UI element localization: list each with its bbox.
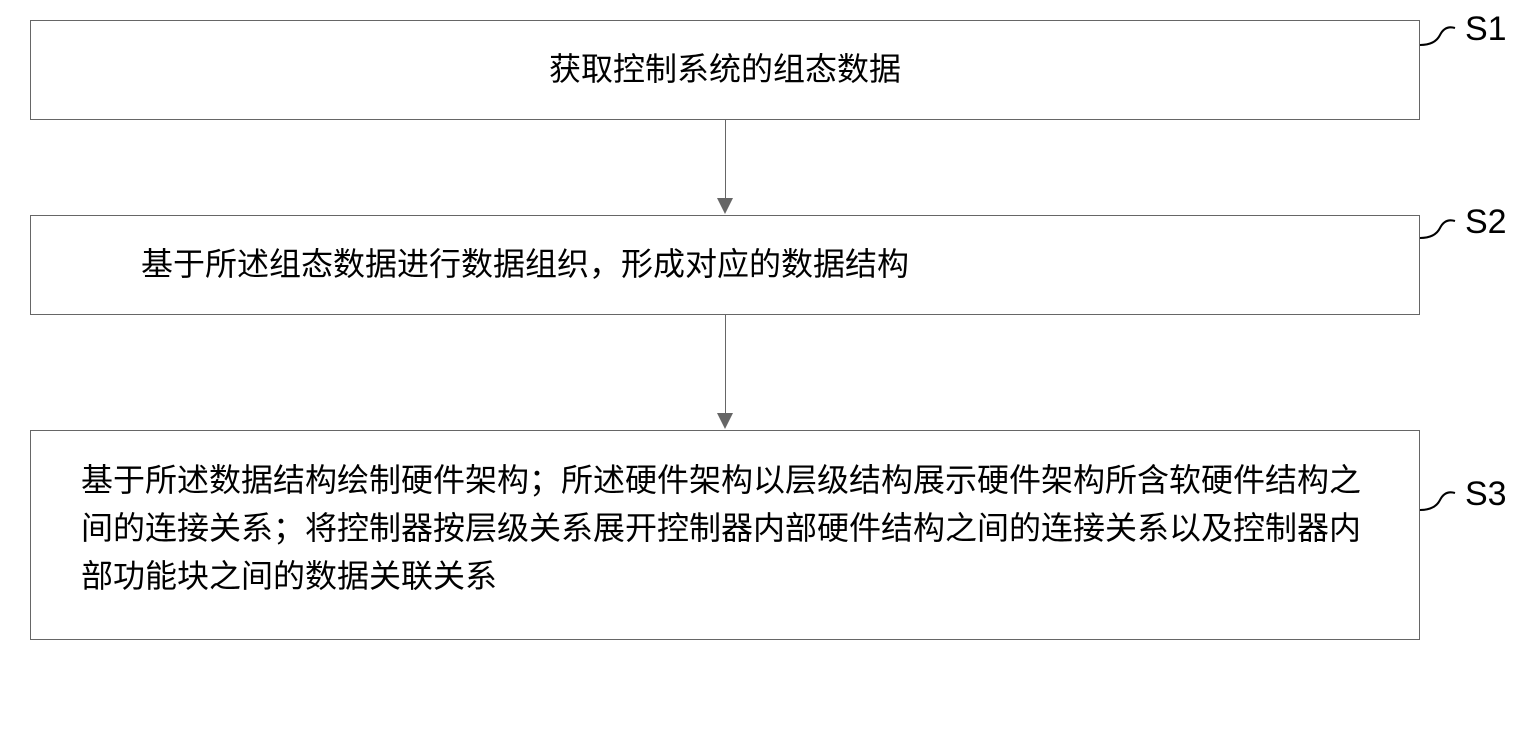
label-curve-s1 — [1420, 20, 1470, 70]
flowchart-container: 获取控制系统的组态数据 S1 基于所述组态数据进行数据组织，形成对应的数据结构 … — [0, 0, 1518, 737]
step-box-s2: 基于所述组态数据进行数据组织，形成对应的数据结构 — [30, 215, 1420, 315]
step-box-s1: 获取控制系统的组态数据 — [30, 20, 1420, 120]
step-text-s3: 基于所述数据结构绘制硬件架构；所述硬件架构以层级结构展示硬件架构所含软硬件结构之… — [81, 456, 1369, 600]
arrow-line-2 — [725, 315, 726, 413]
arrow-head-2 — [717, 413, 733, 429]
step-label-s2: S2 — [1465, 203, 1507, 242]
step-label-s3: S3 — [1465, 475, 1507, 514]
step-label-s1: S1 — [1465, 10, 1507, 49]
step-text-s1: 获取控制系统的组态数据 — [549, 44, 901, 95]
label-curve-s2 — [1420, 213, 1470, 263]
label-curve-s3 — [1420, 485, 1470, 535]
step-box-s3: 基于所述数据结构绘制硬件架构；所述硬件架构以层级结构展示硬件架构所含软硬件结构之… — [30, 430, 1420, 640]
arrow-line-1 — [725, 120, 726, 198]
arrow-head-1 — [717, 198, 733, 214]
step-text-s2: 基于所述组态数据进行数据组织，形成对应的数据结构 — [141, 239, 909, 290]
